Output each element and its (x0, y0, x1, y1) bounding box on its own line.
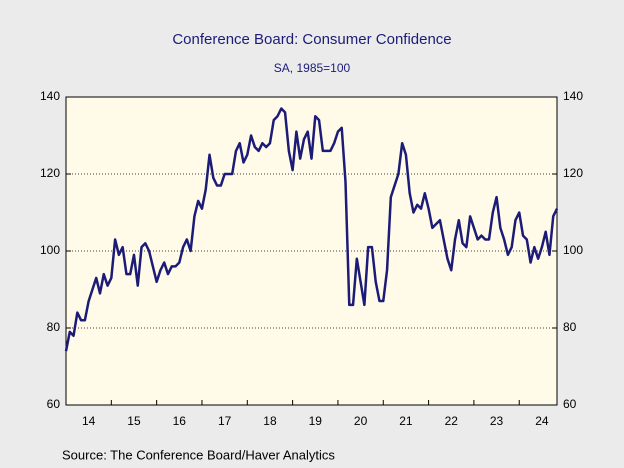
source: Source: The Conference Board/Haver Analy… (62, 447, 335, 462)
x-tick-label: 20 (354, 414, 368, 428)
x-tick-label: 22 (445, 414, 459, 428)
x-tick-label: 23 (490, 414, 504, 428)
x-tick-label: 21 (399, 414, 413, 428)
data-line (64, 107, 559, 352)
y-tick-label: 80 (47, 320, 61, 334)
x-tick-label: 17 (218, 414, 232, 428)
chart-subtitle: SA, 1985=100 (274, 61, 351, 75)
x-tick-label: 16 (173, 414, 187, 428)
y-tick-label: 140 (40, 89, 60, 103)
x-tick-label: 24 (535, 414, 549, 428)
y2-tick-label: 140 (563, 89, 583, 103)
x-tick-label: 15 (127, 414, 141, 428)
y2-tick-label: 60 (563, 397, 577, 411)
y-tick-label: 100 (40, 243, 60, 257)
y-tick-label: 120 (40, 166, 60, 180)
chart-title: Conference Board: Consumer Confidence (172, 31, 451, 48)
x-tick-label: 14 (82, 414, 96, 428)
x-tick-label: 19 (309, 414, 323, 428)
y-tick-label: 60 (47, 397, 61, 411)
y2-tick-label: 100 (563, 243, 583, 257)
x-tick-label: 18 (263, 414, 277, 428)
y2-tick-label: 120 (563, 166, 583, 180)
y2-tick-label: 80 (563, 320, 577, 334)
